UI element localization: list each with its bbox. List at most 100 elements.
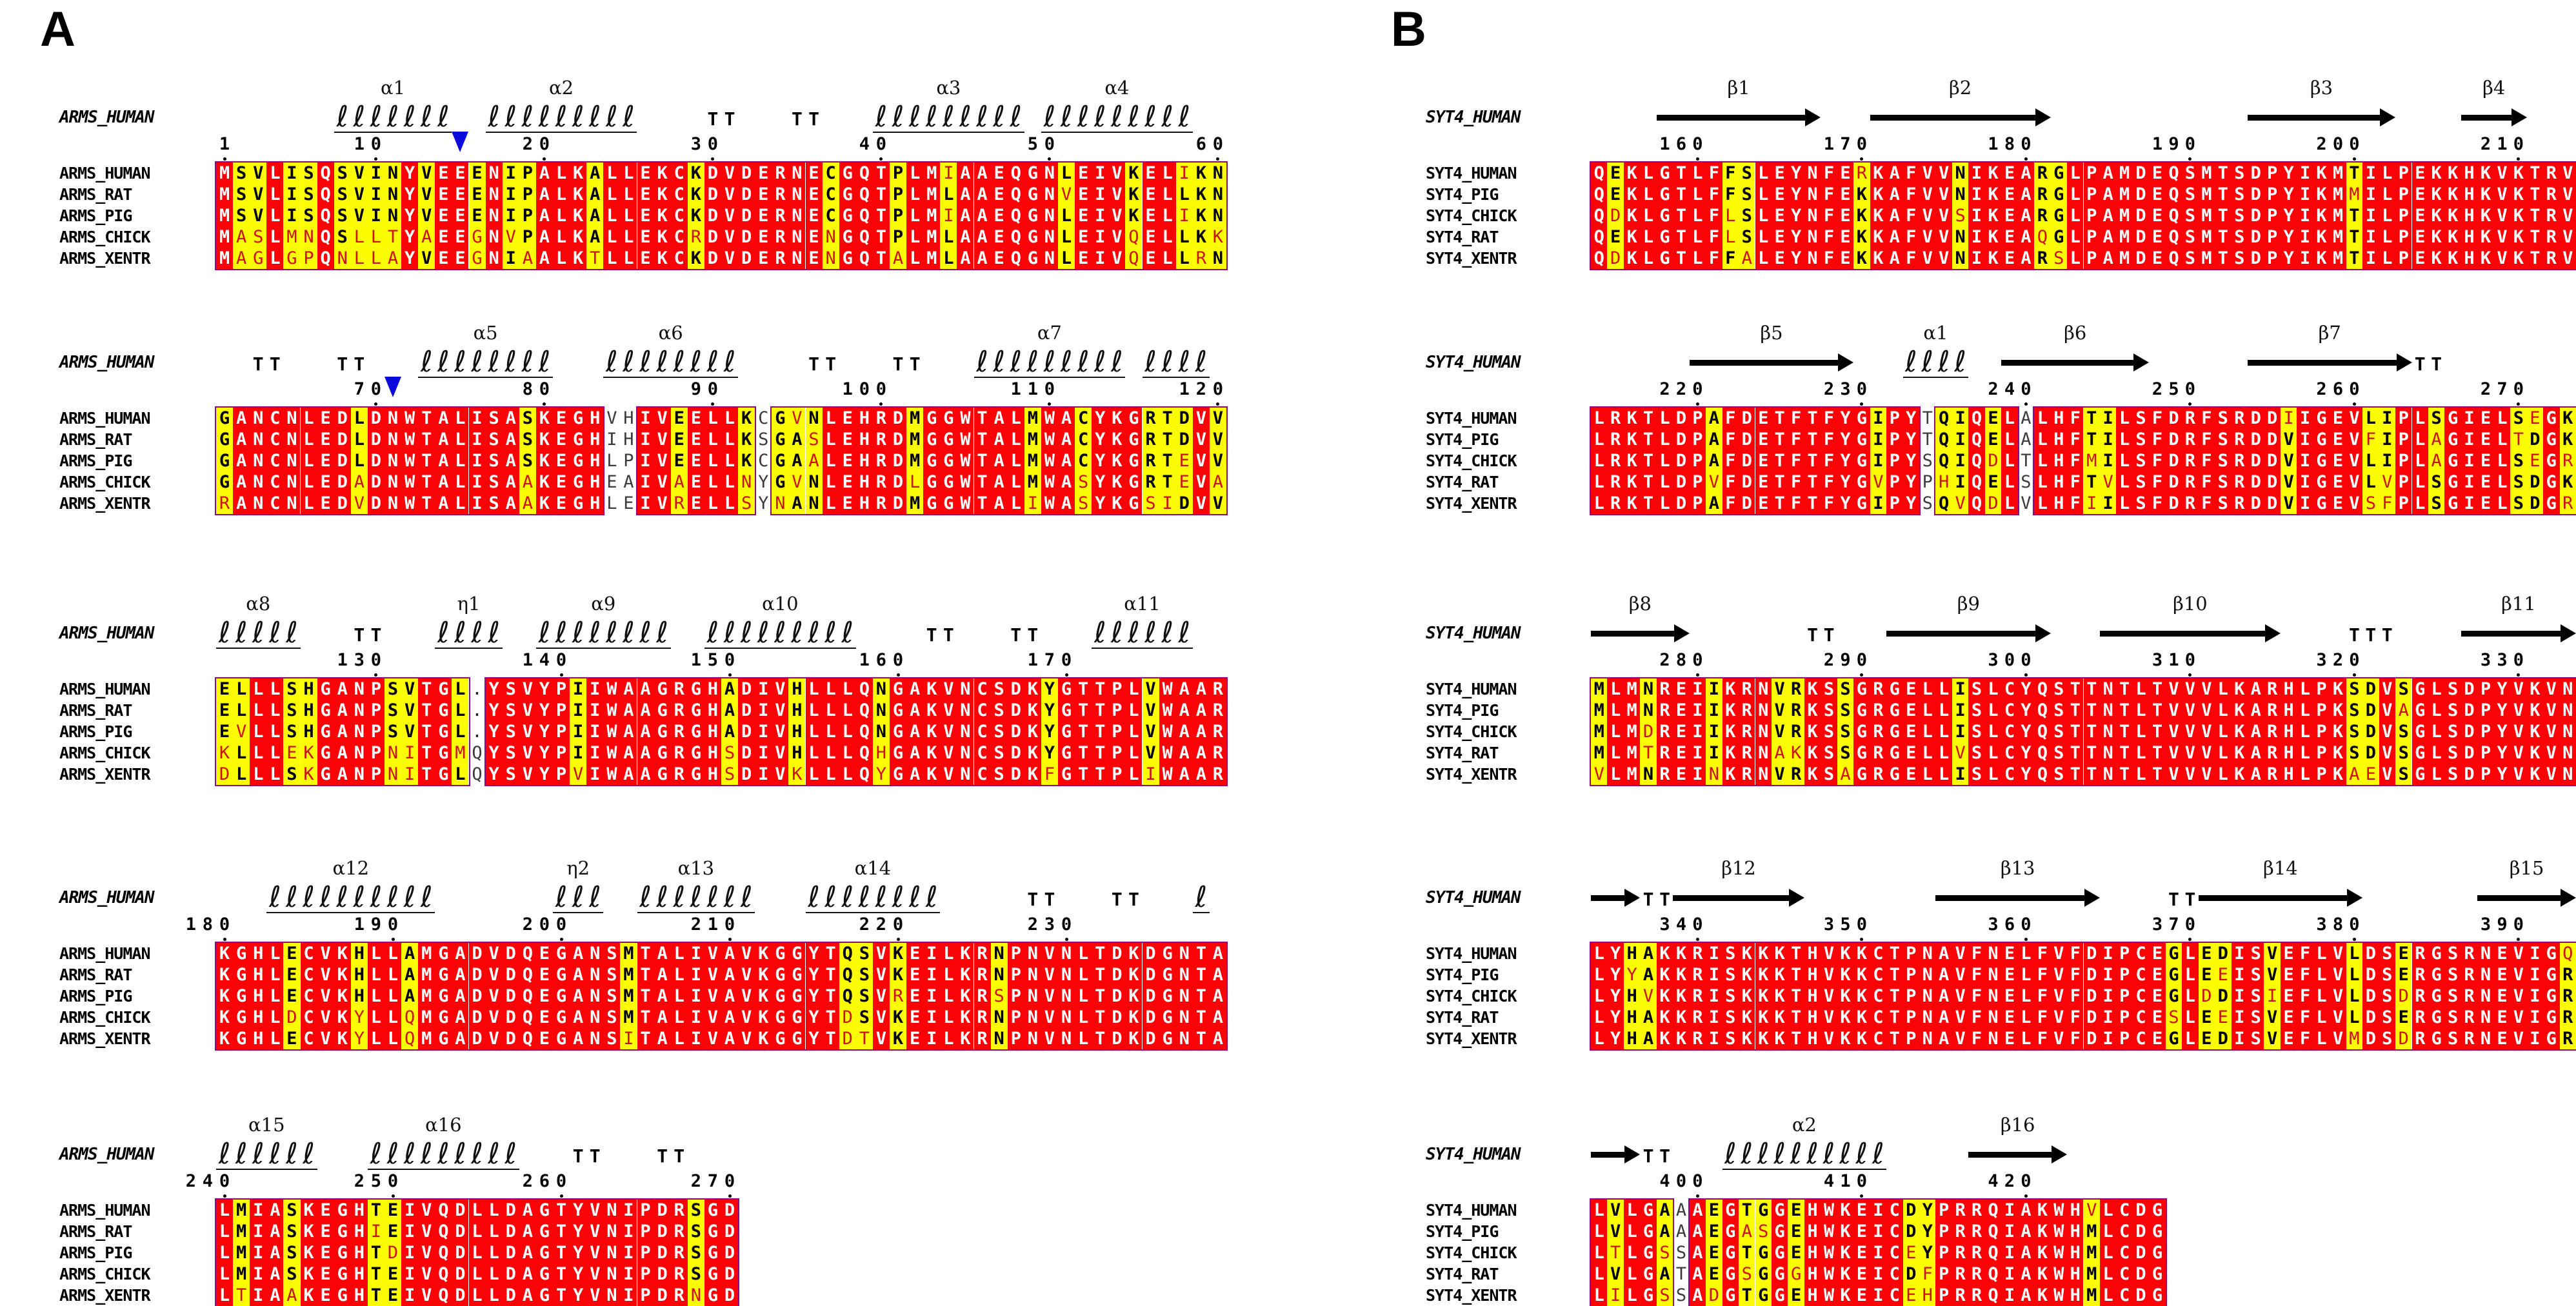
residue-cell: R — [973, 1007, 991, 1028]
residue-cell: I — [1870, 450, 1887, 471]
sequence-name: ARMS_RAT — [59, 430, 132, 449]
helix-turn-glyph: ℓ — [1773, 1136, 1786, 1171]
residue-cell: N — [1804, 184, 1821, 205]
residue-cell: A — [788, 429, 806, 450]
residue-cell: T — [2215, 163, 2232, 184]
residue-cell: R — [1870, 764, 1887, 785]
residue-cell: G — [772, 985, 789, 1007]
residue-cell: T — [367, 1285, 384, 1306]
residue-cell: L — [1984, 700, 2002, 721]
residue-cell: I — [620, 1221, 637, 1242]
residue-cell: A — [1706, 450, 1722, 471]
residue-cell: H — [350, 1242, 368, 1263]
residue-cell: A — [2017, 226, 2035, 248]
residue-cell: Y — [1607, 1007, 1624, 1028]
residue-cell: Y — [1788, 205, 1804, 226]
residue-cell: A — [2017, 1285, 2035, 1306]
residue-cell: D — [2132, 1221, 2150, 1242]
residue-cell: K — [2313, 248, 2330, 269]
helix-turn-glyph: ℓ — [1790, 1136, 1802, 1171]
residue-cell: G — [2050, 205, 2068, 226]
residue-cell: E — [1142, 248, 1159, 269]
residue-cell: E — [2198, 943, 2215, 964]
residue-cell: A — [334, 764, 351, 785]
residue-cell: S — [485, 471, 503, 493]
ruler-number: 0 — [2184, 650, 2196, 670]
helix-turn-glyph: ℓ — [1195, 344, 1208, 379]
residue-cell: S — [1656, 1242, 1673, 1263]
residue-cell: A — [2248, 700, 2264, 721]
residue-cell: I — [570, 742, 587, 764]
residue-cell: V — [2493, 205, 2511, 226]
ruler-number: 0 — [555, 915, 567, 935]
residue-cell: G — [1058, 764, 1075, 785]
helix-turn-glyph: ℓ — [454, 344, 466, 379]
residue-cell: A — [654, 1028, 671, 1049]
residue-cell: L — [367, 964, 384, 985]
residue-cell: H — [250, 964, 267, 985]
residue-cell: Q — [519, 964, 536, 985]
residue-cell: V — [2280, 471, 2297, 493]
residue-cell: N — [1804, 248, 1821, 269]
residue-cell: L — [1058, 205, 1075, 226]
residue-cell: A — [502, 493, 519, 514]
residue-cell: V — [704, 1007, 721, 1028]
residue-cell: E — [2493, 1007, 2511, 1028]
residue-cell: R — [670, 764, 688, 785]
residue-cell: D — [2526, 429, 2544, 450]
residue-cell: L — [2017, 1028, 2035, 1049]
residue-cell: Q — [2165, 184, 2182, 205]
ruler-tick-dot — [223, 157, 226, 161]
residue-cell: Y — [1919, 1242, 1936, 1263]
residue-cell: S — [2215, 408, 2232, 429]
residue-cell: R — [1952, 1221, 1969, 1242]
residue-cell: I — [2297, 450, 2313, 471]
residue-cell: V — [738, 1007, 755, 1028]
residue-cell: Y — [872, 764, 890, 785]
residue-cell: A — [586, 184, 604, 205]
ruler-number: 7 — [354, 379, 364, 399]
residue-cell: S — [2231, 163, 2248, 184]
residue-cell: C — [2001, 764, 2018, 785]
residue-cell: Y — [1092, 471, 1109, 493]
residue-cell: C — [300, 985, 317, 1007]
residue-cell: E — [317, 1221, 334, 1242]
residue-cell: S — [334, 163, 351, 184]
strand-arrow-bar — [2461, 631, 2562, 637]
residue-cell: E — [435, 205, 452, 226]
helix-turn-glyph: ℓ — [218, 615, 231, 649]
residue-cell: R — [1689, 985, 1706, 1007]
residue-cell: G — [1722, 1200, 1739, 1221]
residue-cell: R — [2264, 721, 2281, 742]
residue-cell: I — [367, 205, 384, 226]
helix-turn-glyph: ℓ — [336, 99, 349, 134]
residue-cell: L — [1591, 1242, 1608, 1263]
residue-cell: Y — [401, 184, 419, 205]
residue-cell: K — [2428, 205, 2445, 226]
residue-cell: A — [721, 700, 739, 721]
residue-cell: S — [334, 184, 351, 205]
residue-cell: N — [1024, 1007, 1041, 1028]
residue-cell: E — [468, 184, 486, 205]
residue-cell: F — [2149, 493, 2166, 514]
residue-cell: G — [570, 450, 587, 471]
residue-cell: N — [350, 700, 368, 721]
residue-cell: W — [1821, 1221, 1837, 1242]
residue-cell: E — [1607, 184, 1624, 205]
residue-cell: Q — [1984, 1200, 2002, 1221]
residue-cell: D — [2248, 226, 2264, 248]
residue-cell: N — [1058, 1007, 1075, 1028]
sequence-name: SYT4_CHICK — [1426, 722, 1517, 741]
residue-cell: A — [654, 943, 671, 964]
residue-cell: L — [2132, 721, 2150, 742]
residue-cell: K — [1722, 742, 1739, 764]
residue-cell: A — [637, 764, 654, 785]
helix-turn-glyph: ℓ — [555, 880, 568, 914]
residue-cell: I — [401, 1221, 419, 1242]
residue-cell: G — [704, 1242, 721, 1263]
residue-cell: I — [2526, 985, 2544, 1007]
residue-cell: G — [1024, 226, 1041, 248]
helix-turn-glyph: ℓ — [286, 1136, 298, 1171]
